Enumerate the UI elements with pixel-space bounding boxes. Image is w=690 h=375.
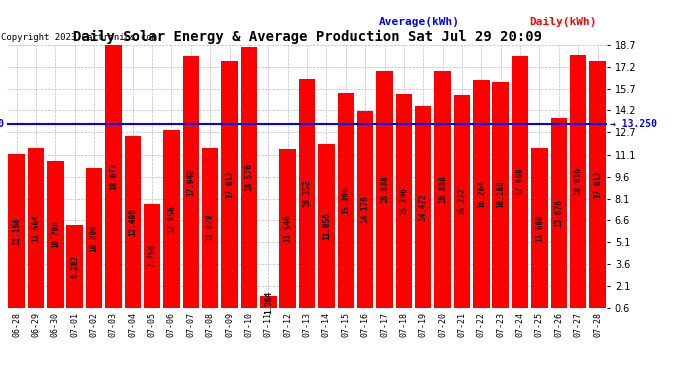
- Text: 16.888: 16.888: [438, 176, 447, 203]
- Bar: [473, 80, 490, 308]
- Bar: [279, 149, 296, 308]
- Bar: [105, 45, 121, 308]
- Bar: [47, 161, 63, 308]
- Text: Average(kWh): Average(kWh): [379, 16, 460, 27]
- Text: 17.612: 17.612: [225, 170, 234, 198]
- Bar: [144, 204, 160, 308]
- Text: 18.576: 18.576: [244, 163, 253, 191]
- Text: 11.628: 11.628: [206, 214, 215, 242]
- Bar: [395, 94, 412, 308]
- Bar: [66, 225, 83, 308]
- Text: 13.676: 13.676: [554, 199, 563, 226]
- Text: 17.968: 17.968: [515, 168, 524, 195]
- Text: → 13.250: → 13.250: [610, 119, 657, 129]
- Bar: [164, 130, 179, 308]
- Text: Copyright 2023 Cartronics.com: Copyright 2023 Cartronics.com: [1, 33, 157, 42]
- Bar: [512, 56, 529, 308]
- Text: 16.352: 16.352: [302, 179, 312, 207]
- Text: 12.856: 12.856: [167, 205, 176, 232]
- Text: Daily(kWh): Daily(kWh): [529, 16, 597, 27]
- Bar: [337, 93, 354, 308]
- Text: 11.540: 11.540: [283, 214, 292, 242]
- Bar: [570, 55, 586, 308]
- Bar: [8, 154, 25, 308]
- Bar: [435, 71, 451, 308]
- Bar: [589, 61, 606, 308]
- Text: 14.472: 14.472: [419, 193, 428, 221]
- Text: 6.282: 6.282: [70, 255, 79, 278]
- Text: 12.406: 12.406: [128, 208, 137, 236]
- Text: → 13.250: → 13.250: [0, 119, 4, 129]
- Bar: [183, 56, 199, 308]
- Title: Daily Solar Energy & Average Production Sat Jul 29 20:09: Daily Solar Energy & Average Production …: [72, 30, 542, 44]
- Text: 14.176: 14.176: [361, 195, 370, 223]
- Text: 10.200: 10.200: [90, 224, 99, 252]
- Text: 15.396: 15.396: [342, 186, 351, 214]
- Bar: [241, 47, 257, 308]
- Text: 10.708: 10.708: [51, 220, 60, 248]
- Text: 11.564: 11.564: [32, 214, 41, 242]
- Text: 18.672: 18.672: [109, 163, 118, 190]
- Text: 17.948: 17.948: [186, 168, 195, 196]
- Text: 11.168: 11.168: [12, 217, 21, 245]
- Text: 16.168: 16.168: [496, 181, 505, 209]
- Text: 15.272: 15.272: [457, 187, 466, 215]
- Text: 7.756: 7.756: [148, 244, 157, 267]
- Bar: [415, 106, 431, 308]
- Text: 16.888: 16.888: [380, 176, 389, 203]
- Text: 16.264: 16.264: [477, 180, 486, 208]
- Bar: [124, 136, 141, 308]
- Text: 11.856: 11.856: [322, 212, 331, 240]
- Bar: [221, 61, 238, 308]
- Bar: [357, 111, 373, 308]
- Bar: [493, 82, 509, 308]
- Bar: [376, 71, 393, 308]
- Bar: [551, 118, 567, 308]
- Text: 11.608: 11.608: [535, 214, 544, 242]
- Text: 18.016: 18.016: [573, 167, 582, 195]
- Bar: [299, 79, 315, 308]
- Bar: [28, 148, 44, 308]
- Bar: [202, 148, 219, 308]
- Bar: [260, 296, 277, 307]
- Bar: [531, 148, 548, 308]
- Text: 1.364: 1.364: [264, 290, 273, 314]
- Bar: [318, 144, 335, 308]
- Bar: [86, 168, 102, 308]
- Text: 15.296: 15.296: [400, 187, 408, 215]
- Bar: [454, 95, 470, 308]
- Text: 17.612: 17.612: [593, 170, 602, 198]
